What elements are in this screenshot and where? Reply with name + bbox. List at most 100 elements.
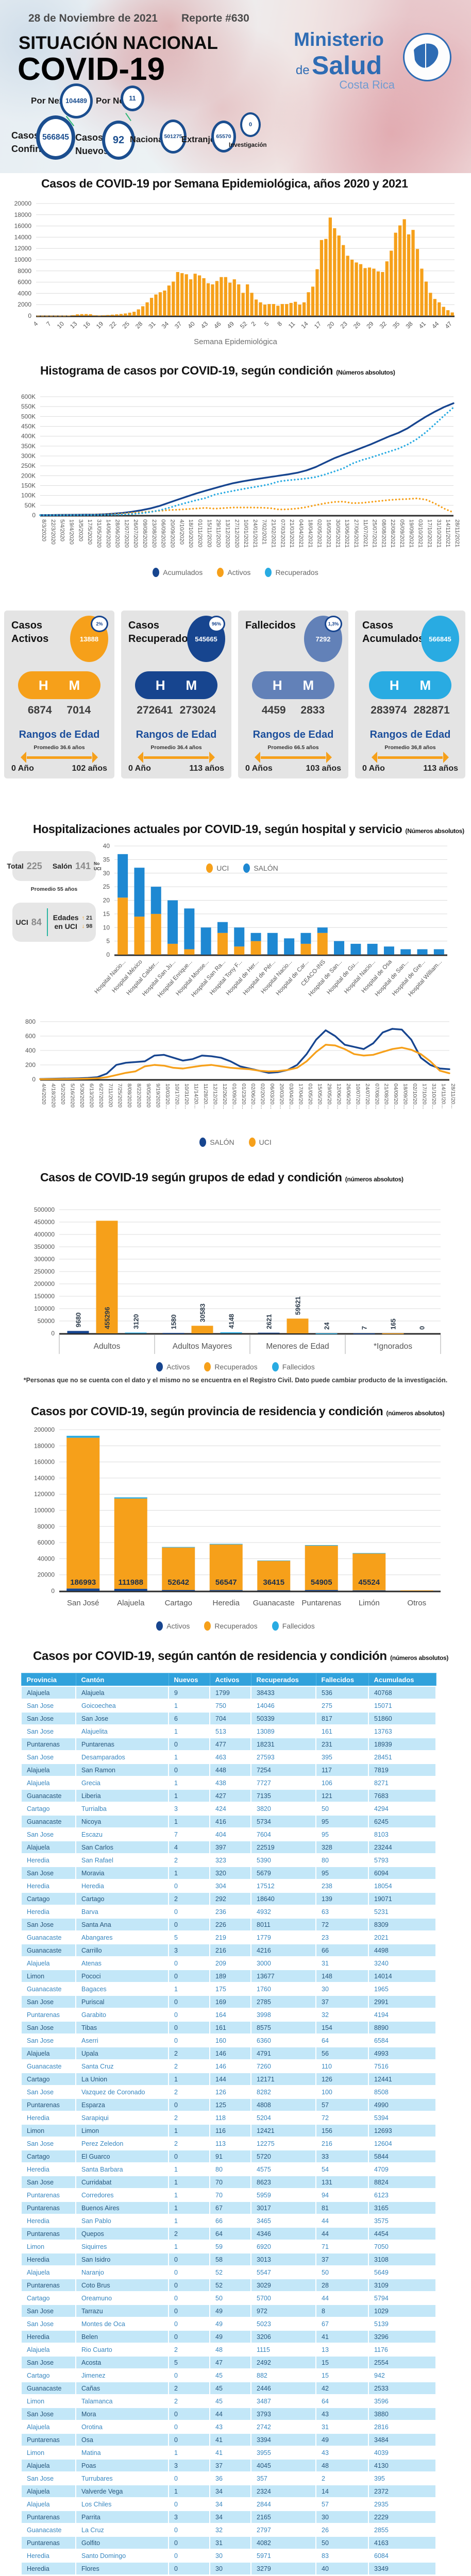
x-tick-label: 01/23/20...	[241, 1083, 247, 1109]
table-cell: 189	[209, 1969, 251, 1983]
series-Activos	[39, 497, 455, 516]
x-tick-label: 08/08/2021	[380, 519, 386, 548]
m-label: M	[186, 677, 197, 693]
x-tick-label: 8	[276, 320, 283, 328]
week-bar	[232, 279, 236, 316]
bar-value-label: 30583	[199, 1303, 207, 1322]
table-cell: 37	[315, 1995, 369, 2009]
bar-value-label: 56547	[215, 1578, 237, 1587]
table-cell: 2492	[250, 2355, 316, 2369]
table-cell: 175	[209, 1982, 251, 1996]
x-tick-label: 6/13/2020	[88, 1083, 94, 1108]
h-label: H	[38, 677, 48, 693]
table-cell: Heredia	[21, 2162, 76, 2176]
x-tick-label: 4/18/2020	[50, 1083, 56, 1108]
week-bar	[385, 261, 389, 316]
table-cell: 4990	[368, 2098, 436, 2112]
gender-values: 4459 2833	[261, 704, 325, 716]
week-bar	[372, 268, 376, 316]
table-cell: 7050	[368, 2240, 436, 2253]
table-cell: 882	[250, 2368, 316, 2382]
week-bar	[246, 284, 249, 316]
table-cell: 3108	[368, 2252, 436, 2266]
legend-dot	[153, 568, 160, 577]
table-cell: 7260	[250, 2059, 316, 2073]
table-header-cell: Recuperados	[250, 1673, 316, 1687]
hospital-bar-SALÓN	[350, 943, 361, 955]
hospital-bar-SALÓN	[383, 946, 394, 955]
age-groups-bar-chart: 0 50000 100000 150000 200000 250000 300000 3500…	[34, 1206, 441, 1354]
table-row: Alajuela Orotina 0 43 2742 31 2816	[21, 2420, 436, 2434]
table-cell: 83	[315, 2549, 369, 2563]
table-cell: 57	[315, 2497, 369, 2511]
table-cell: 80	[315, 1853, 369, 1867]
bar-value-label: 455296	[104, 1307, 111, 1329]
x-tick-label: 10/03/20...	[164, 1083, 171, 1109]
table-cell: 3	[168, 1802, 210, 1816]
table-cell: Cartago	[21, 1802, 76, 1816]
bar-value-label: 7	[361, 1326, 368, 1330]
table-title: Casos por COVID-19, según cantón de resi…	[33, 1649, 449, 1663]
table-cell: 6094	[368, 1866, 436, 1880]
x-tick-label: 35	[391, 320, 401, 330]
card-percent-badge: 1,3%	[325, 616, 342, 632]
table-row: Guanacaste La Cruz 0 32 2797 26 2855	[21, 2523, 436, 2537]
hospital-bar-SALÓN	[400, 949, 411, 955]
bar-value-label: 3120	[132, 1314, 140, 1329]
table-cell: Puntarenas	[21, 2201, 76, 2215]
table-cell: 2	[168, 1853, 210, 1867]
table-cell: Puntarenas	[21, 2536, 76, 2550]
table-cell: 1	[168, 2188, 210, 2202]
table-cell: 2	[168, 2381, 210, 2395]
table-cell: Mora	[75, 2407, 169, 2421]
report-subtitle: COVID-19	[18, 52, 165, 87]
y-tick-label: 6000	[18, 279, 31, 286]
table-cell: Tibas	[75, 2021, 169, 2035]
table-cell: Bagaces	[75, 1982, 169, 1996]
x-tick-label: 19/4/2020	[68, 519, 74, 545]
y-tick-label: 250K	[21, 462, 36, 469]
table-cell: 121	[315, 1789, 369, 1803]
age-bar-Activos	[67, 1331, 89, 1333]
card-title: Casos Activos	[11, 620, 49, 645]
table-cell: 0	[168, 2420, 210, 2434]
table-cell: 292	[209, 1892, 251, 1906]
card-value-bubble: 13888 2%	[70, 616, 108, 662]
table-cell: 2	[168, 2059, 210, 2073]
hospital-bar-UCI	[167, 943, 178, 955]
table-cell: 0	[168, 2523, 210, 2537]
hospital-bar-UCI	[300, 943, 311, 955]
table-cell: 161	[315, 1724, 369, 1738]
table-cell: 50339	[250, 1711, 316, 1725]
table-cell: 66	[315, 1943, 369, 1957]
y-tick-label: 100K	[21, 492, 36, 499]
table-cell: 0	[168, 2407, 210, 2421]
x-tick-label: 9/05/2020	[145, 1083, 152, 1108]
x-tick-label: 37	[173, 320, 183, 330]
week-bar	[106, 315, 110, 316]
x-tick-label: 01/09/20...	[231, 1083, 237, 1109]
week-bar	[350, 260, 354, 316]
table-cell: 30	[209, 2574, 251, 2576]
table-cell: 4163	[368, 2536, 436, 2550]
table-cell: Limon	[21, 2394, 76, 2408]
province-bar-Recuperados	[400, 1590, 433, 1591]
province-bar-Fallecidos	[162, 1547, 195, 1548]
legend-dot	[204, 1621, 211, 1631]
week-bar	[442, 307, 445, 316]
x-tick-label: 10/17/20...	[174, 1083, 180, 1109]
table-cell: Limon	[21, 1969, 76, 1983]
table-cell: 45	[209, 2368, 251, 2382]
bar-value-label: 0	[418, 1326, 426, 1330]
week-bar	[355, 262, 358, 316]
legend-hospital: UCI SALÓN	[62, 863, 423, 873]
legend-label: SALÓN	[254, 864, 278, 872]
table-cell: 513	[209, 1724, 251, 1738]
legend-hospital-timeline: SALÓN UCI	[0, 1138, 471, 1147]
table-cell: Puntarenas	[21, 2008, 76, 2022]
table-cell: Cartago	[21, 1892, 76, 1906]
y-tick-label: 0	[32, 512, 36, 519]
province-bar-Recuperados	[257, 1561, 291, 1590]
